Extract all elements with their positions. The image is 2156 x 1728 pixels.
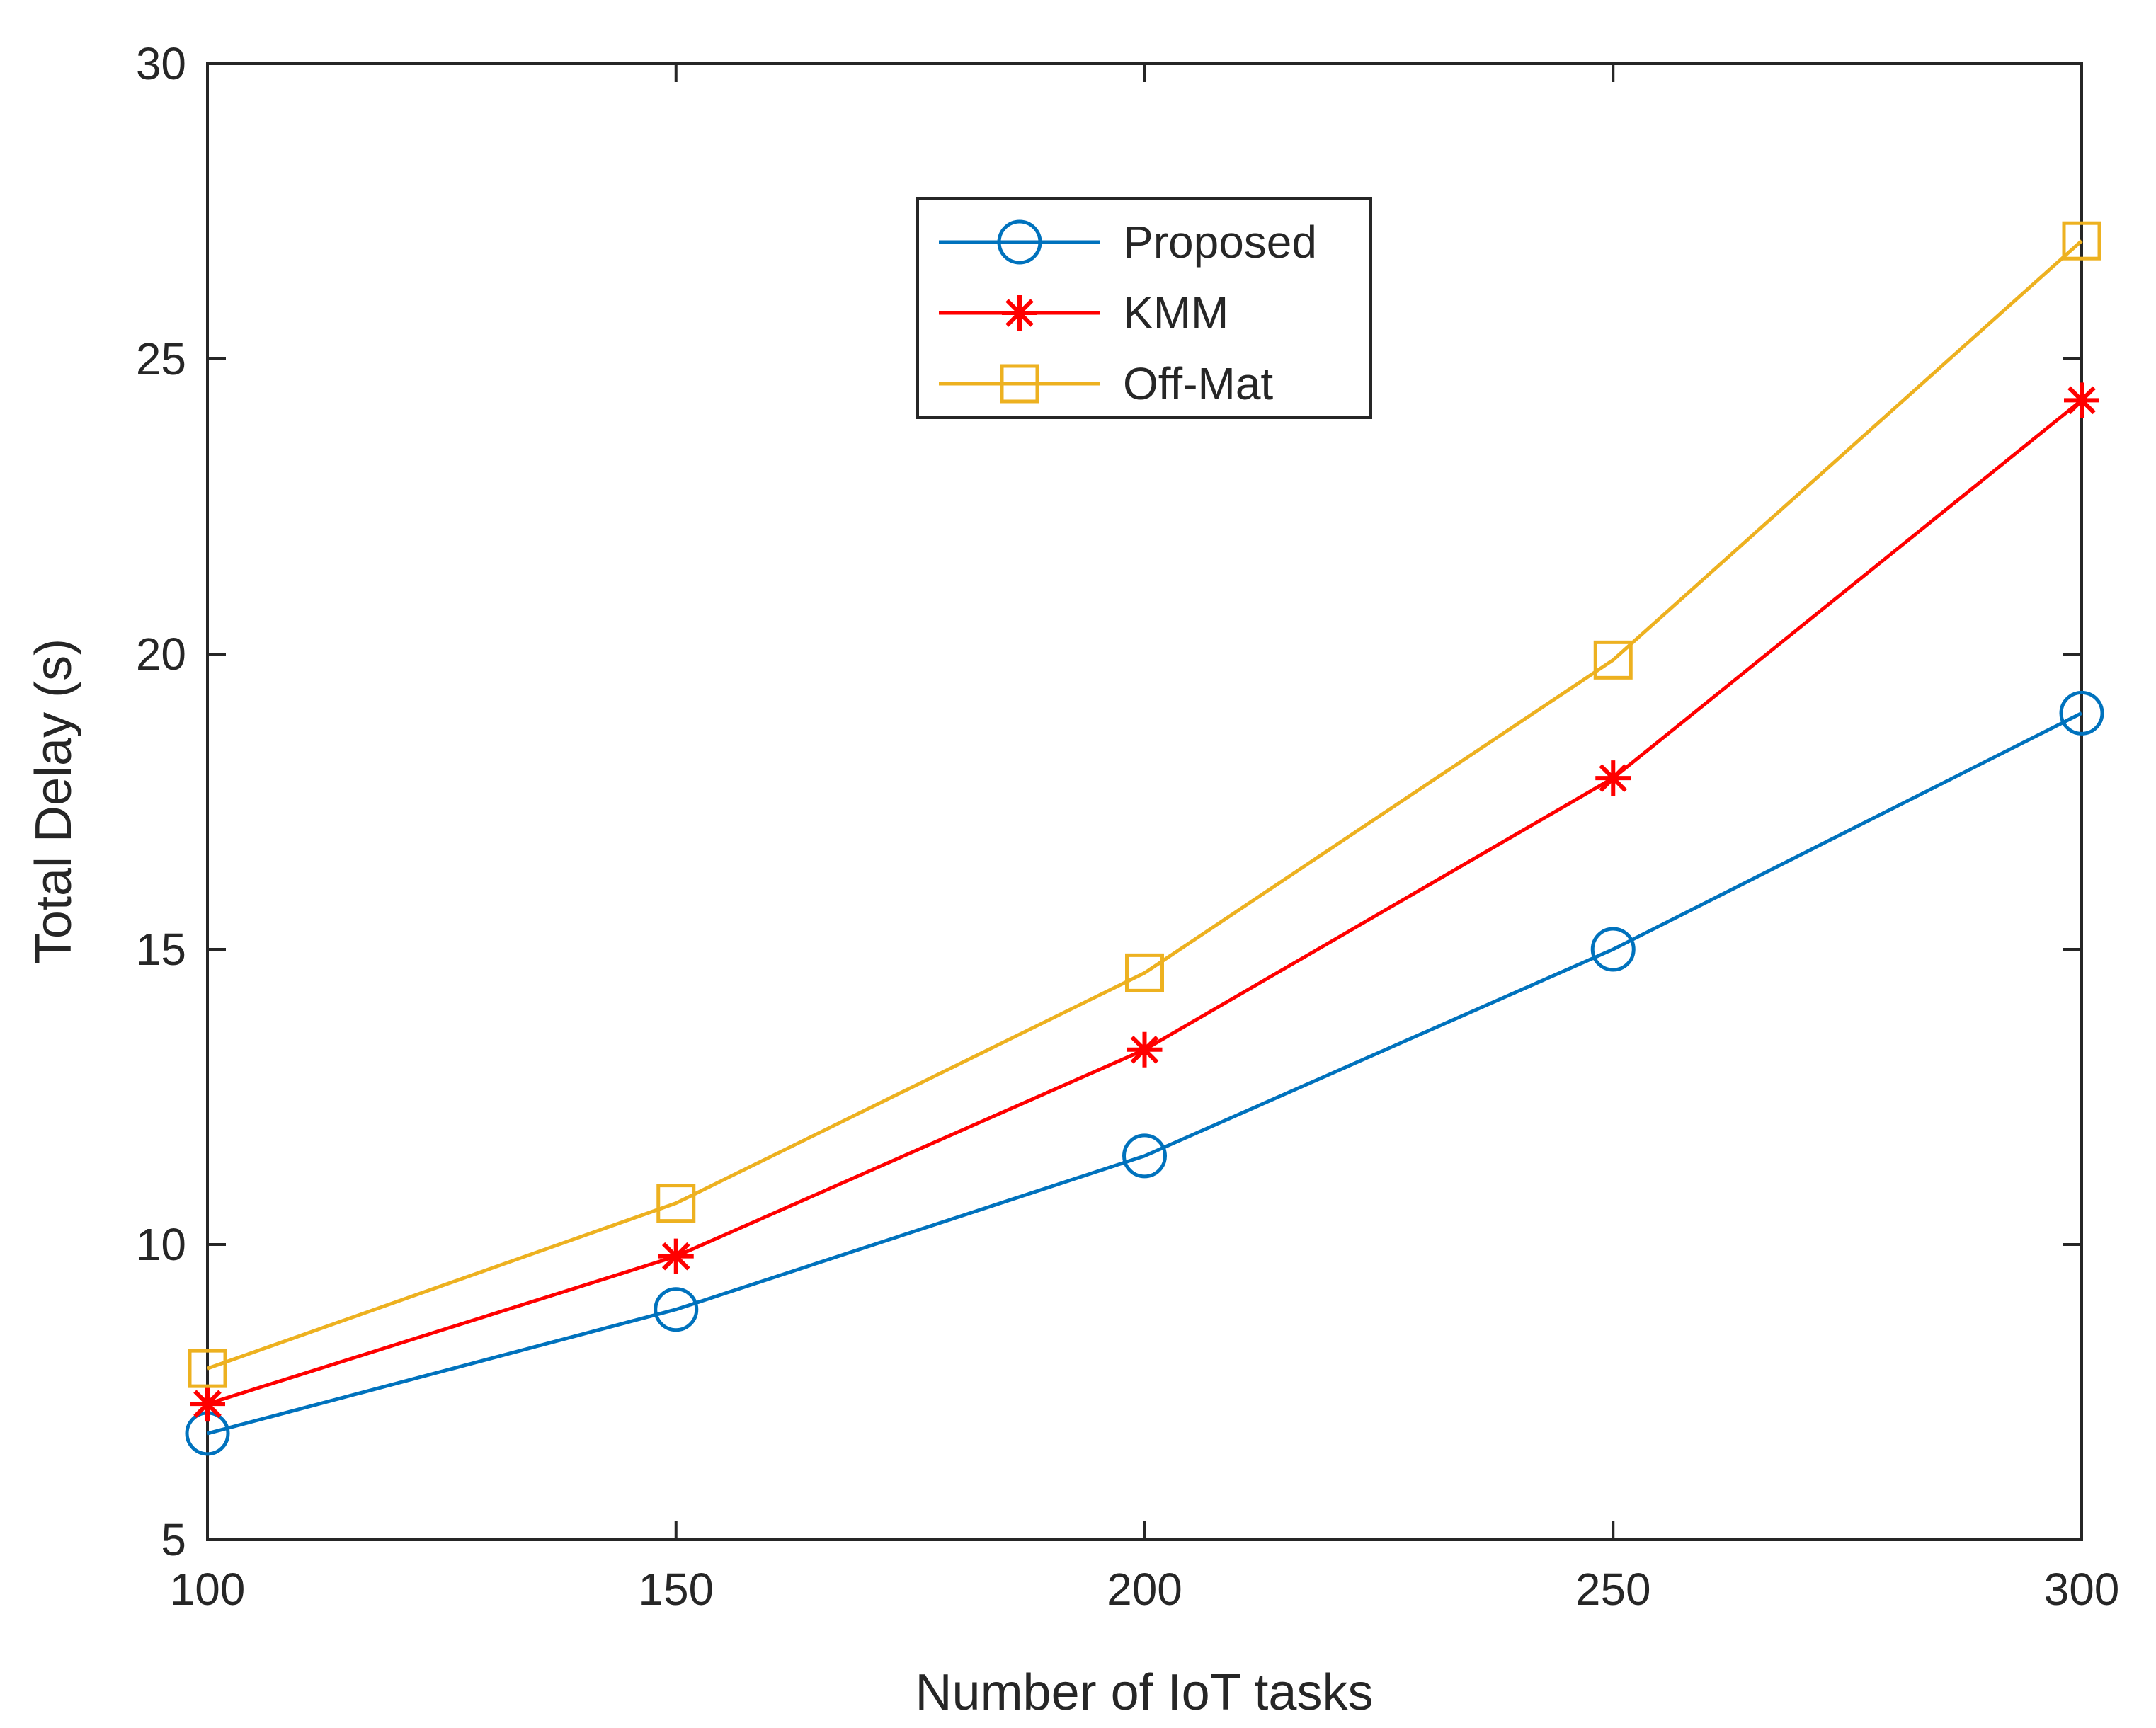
series-line xyxy=(207,711,2083,1436)
y-tick-label: 20 xyxy=(136,629,186,680)
legend-label: Proposed xyxy=(1123,217,1317,268)
legend-item: Off-Mat xyxy=(939,358,1273,409)
x-tick-label: 300 xyxy=(2044,1564,2120,1615)
data-point xyxy=(1127,1031,1163,1068)
data-point xyxy=(2062,221,2101,261)
legend-label: KMM xyxy=(1123,287,1228,338)
legend-item: Proposed xyxy=(939,217,1317,268)
legend-marker xyxy=(1000,364,1039,404)
y-axis-title: Total Delay (s) xyxy=(25,639,82,964)
marker-stroke xyxy=(1005,299,1034,327)
data-point xyxy=(190,1386,225,1422)
data-point xyxy=(654,1287,699,1332)
legend-item: KMM xyxy=(939,287,1228,338)
y-tick-label: 25 xyxy=(136,333,186,384)
x-tick-label: 100 xyxy=(170,1564,246,1615)
y-tick-label: 15 xyxy=(136,924,186,975)
x-tick-label: 200 xyxy=(1107,1564,1182,1615)
data-point xyxy=(2059,690,2104,736)
legend-box xyxy=(916,197,1372,419)
x-tick-label: 250 xyxy=(1575,1564,1651,1615)
legend-marker xyxy=(1002,295,1037,331)
marker-stroke xyxy=(1130,1035,1159,1064)
legend: Proposed KMM Off-Mat xyxy=(916,197,1372,419)
marker-stroke xyxy=(1599,764,1628,792)
marker-stroke xyxy=(661,1242,690,1271)
y-tick-label: 30 xyxy=(136,38,186,89)
x-axis-title: Number of IoT tasks xyxy=(916,1664,1374,1721)
data-point xyxy=(1595,760,1631,796)
data-point xyxy=(1593,640,1633,680)
axis-ticks: 100 150 200 250 300 5 10 15 20 25 30 xyxy=(136,38,2120,1615)
data-point xyxy=(188,1349,227,1388)
series-kmm xyxy=(190,382,2099,1422)
data-point xyxy=(656,1184,696,1223)
y-tick-label: 10 xyxy=(136,1219,186,1270)
marker-stroke xyxy=(193,1390,222,1418)
data-point xyxy=(1590,927,1636,972)
series-off-mat xyxy=(188,221,2101,1388)
data-series xyxy=(185,221,2104,1456)
legend-marker xyxy=(997,219,1042,265)
data-point xyxy=(1122,1133,1167,1179)
data-point xyxy=(2064,382,2099,418)
series-line xyxy=(207,239,2083,1371)
y-tick-label: 5 xyxy=(161,1514,186,1565)
data-point xyxy=(1125,953,1164,992)
x-tick-label: 150 xyxy=(638,1564,714,1615)
legend-label: Off-Mat xyxy=(1123,358,1273,409)
data-point xyxy=(658,1238,694,1274)
marker-stroke xyxy=(2067,386,2096,415)
